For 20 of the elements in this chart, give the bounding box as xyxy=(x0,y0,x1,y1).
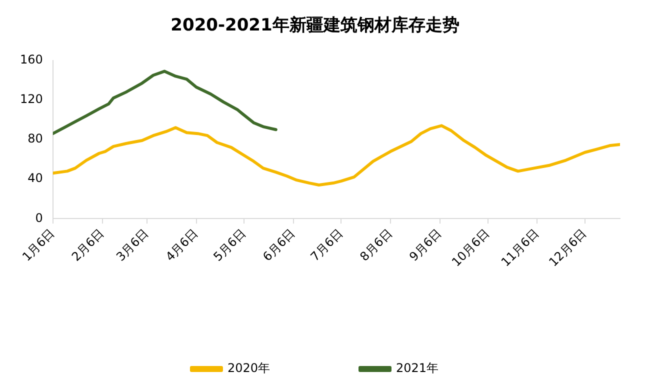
x-tick-label: 1月6日 xyxy=(20,226,58,264)
x-tick-label: 11月6日 xyxy=(498,226,542,270)
x-tick-label: 4月6日 xyxy=(162,226,201,264)
x-tick-label: 2月6日 xyxy=(68,226,107,264)
y-tick-label: 0 xyxy=(35,210,43,225)
chart-title: 2020-2021年新疆建筑钢材库存走势 xyxy=(170,16,460,36)
x-tick-label: 7月6日 xyxy=(308,226,346,264)
x-tick-label: 9月6日 xyxy=(406,226,444,264)
y-tick-label: 160 xyxy=(20,52,43,67)
x-tick-label: 6月6日 xyxy=(260,226,298,264)
y-tick-label: 120 xyxy=(20,92,43,106)
x-tick-label: 12月6日 xyxy=(546,226,590,270)
x-tick-label: 10月6日 xyxy=(449,226,492,270)
x-tick-label: 3月6日 xyxy=(114,226,152,264)
legend-label: 2021年 xyxy=(396,361,439,376)
x-tick-label: 8月6日 xyxy=(357,226,395,264)
x-tick-label: 5月6日 xyxy=(210,226,248,264)
legend-label: 2020年 xyxy=(227,361,270,376)
y-tick-label: 80 xyxy=(28,132,43,146)
y-tick-label: 40 xyxy=(28,171,43,186)
